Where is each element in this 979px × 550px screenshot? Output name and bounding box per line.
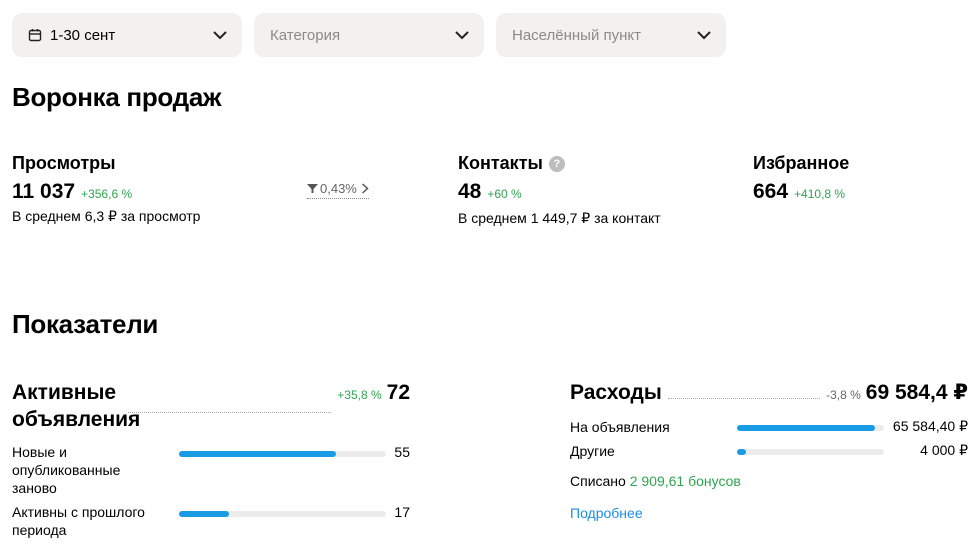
chevron-down-icon [455, 31, 469, 40]
funnel-title: Воронка продаж [12, 82, 222, 112]
active-row-previous-label: Активны с прошлого периода [12, 504, 145, 538]
contacts-delta: +60 % [487, 187, 522, 201]
spent-bonus-amount: 2 909,61 бонусов [629, 473, 741, 489]
active-row-previous: Активны с прошлого периода [12, 503, 172, 539]
views-sub: В среднем 6,3 ₽ за просмотр [12, 208, 201, 224]
details-link[interactable]: Подробнее [570, 505, 643, 521]
views-metric: Просмотры 11 037 +356,6 % В среднем 6,3 … [12, 153, 200, 225]
active-listings-delta: +35,8 % [337, 388, 382, 402]
expenses-value: 69 584,4 ₽ [865, 381, 968, 404]
expenses-row-ads-bar [737, 425, 876, 431]
locality-placeholder: Населённый пункт [512, 26, 642, 44]
filters-bar: 1-30 сент Категория Населённый пункт [12, 13, 726, 57]
active-row-previous-bar [179, 511, 229, 517]
period-value: 1-30 сент [50, 26, 116, 44]
dotted-leader [128, 411, 332, 413]
contacts-title: Контакты [458, 153, 543, 173]
favorites-metric: Избранное 664 +410,8 % [753, 153, 849, 204]
period-filter[interactable]: 1-30 сент [12, 13, 242, 57]
expenses-row-other-bar [737, 449, 746, 455]
active-row-new: Новые и опубликованные заново [12, 443, 162, 497]
active-listings-value: 72 [386, 381, 410, 404]
active-listings-title: Активные объявления [12, 381, 141, 431]
views-title: Просмотры [12, 153, 116, 173]
calendar-icon [28, 29, 42, 42]
conversion-value: 0,43% [320, 181, 357, 196]
expenses-row-ads: На объявления [570, 418, 670, 436]
category-filter[interactable]: Категория [254, 13, 484, 57]
expenses-row-other: Другие [570, 442, 615, 460]
category-placeholder: Категория [270, 26, 341, 44]
funnel-icon [307, 184, 318, 193]
favorites-delta: +410,8 % [794, 187, 846, 201]
favorites-title: Избранное [753, 153, 850, 173]
expenses-row-ads-value: 65 584,40 ₽ [892, 418, 968, 434]
active-row-new-track [179, 451, 386, 457]
contacts-sub: В среднем 1 449,7 ₽ за контакт [458, 210, 661, 226]
indicators-title: Показатели [12, 309, 159, 339]
active-row-previous-value: 17 [394, 504, 410, 520]
expenses-row-ads-label: На объявления [570, 419, 670, 435]
expenses-row-ads-track [737, 425, 884, 431]
favorites-value: 664 [753, 180, 789, 203]
spent-bonuses: Списано 2 909,61 бонусов [570, 473, 741, 489]
chevron-down-icon [697, 31, 711, 40]
expenses-row-other-track [737, 449, 884, 455]
contacts-value: 48 [458, 180, 482, 203]
expenses-delta: -3,8 % [826, 388, 861, 402]
views-value: 11 037 [12, 180, 76, 203]
contacts-metric: Контакты ? 48 +60 % В среднем 1 449,7 ₽ … [458, 153, 661, 227]
active-listings-header: Активные объявления +35,8 % 72 [12, 379, 410, 433]
conversion-link[interactable]: 0,43% [307, 181, 369, 199]
expenses-header: Расходы -3,8 % 69 584,4 ₽ [570, 379, 968, 406]
chevron-right-icon [361, 183, 369, 194]
active-row-new-bar [179, 451, 337, 457]
locality-filter[interactable]: Населённый пункт [496, 13, 726, 57]
help-icon[interactable]: ? [548, 155, 565, 172]
active-row-new-value: 55 [394, 444, 410, 460]
spent-label: Списано [570, 473, 626, 489]
active-row-previous-track [179, 511, 386, 517]
expenses-title: Расходы [570, 381, 662, 404]
expenses-row-other-value: 4 000 ₽ [920, 442, 968, 458]
expenses-row-other-label: Другие [570, 443, 615, 459]
dotted-leader [667, 398, 821, 399]
views-delta: +356,6 % [81, 187, 133, 201]
active-row-new-label: Новые и опубликованные заново [12, 444, 121, 496]
chevron-down-icon [213, 31, 227, 40]
